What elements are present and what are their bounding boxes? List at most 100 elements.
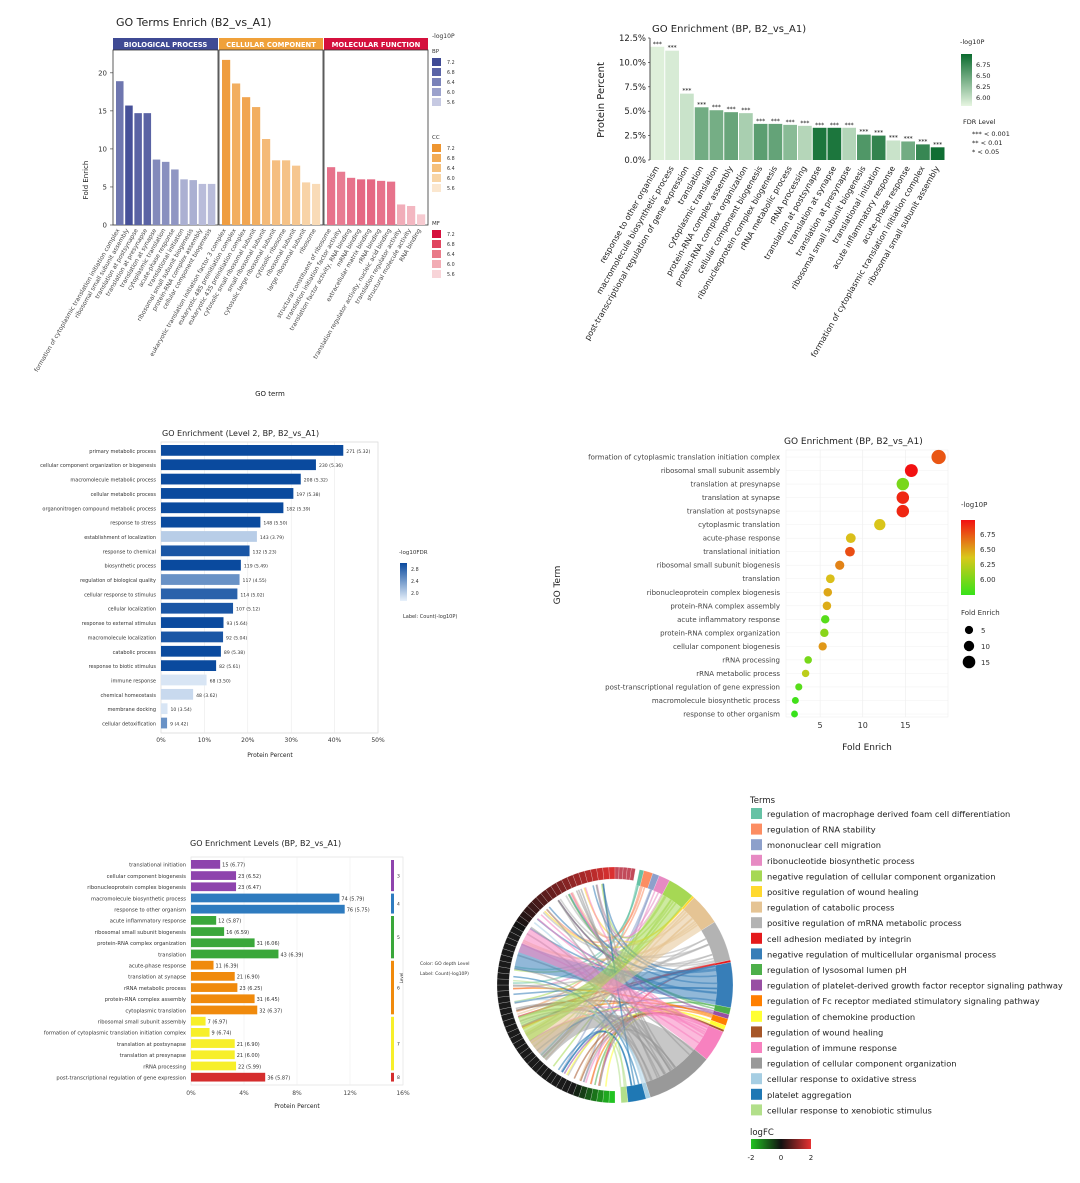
colorbar xyxy=(961,520,975,595)
chart-title: GO Enrichment Levels (BP, B2_vs_A1) xyxy=(190,839,341,848)
bar xyxy=(191,927,225,936)
legend-swatch xyxy=(432,144,441,152)
y-tick-label: post-transcriptional regulation of gene … xyxy=(56,1076,186,1082)
bar xyxy=(191,860,221,869)
bar-label: 82 (5.61) xyxy=(219,664,240,670)
y-tick-label: translation at presynapse xyxy=(120,1053,186,1059)
star-label: *** xyxy=(859,129,868,136)
bar xyxy=(191,972,235,981)
y-tick-label: cytoplasmic translation xyxy=(698,521,780,529)
legend-tick: 6.0 xyxy=(447,176,455,182)
bar-label: 117 (4.55) xyxy=(243,578,267,584)
legend-title: -log10P xyxy=(960,38,985,46)
bar xyxy=(650,46,665,161)
star-label: *** xyxy=(727,106,736,113)
term-label: cell adhesion mediated by integrin xyxy=(767,934,911,944)
x-axis-title: Protein Percent xyxy=(274,1103,320,1110)
y-tick-label: translation at synapse xyxy=(702,494,780,502)
bar-label: 76 (5.75) xyxy=(347,908,370,914)
term-swatch xyxy=(751,1104,762,1116)
colorbar xyxy=(400,563,407,601)
bar-label: 21 (6.90) xyxy=(237,1042,260,1048)
bar xyxy=(327,167,336,225)
bar xyxy=(161,516,261,528)
gene-segment xyxy=(602,867,610,880)
y-tick-label: chemical homeostasis xyxy=(100,693,156,699)
chart-title: GO Enrichment (BP, B2_vs_A1) xyxy=(652,24,806,35)
bar-label: 48 (3.62) xyxy=(196,693,217,699)
y-tick-label: response to stress xyxy=(110,521,156,527)
chord-ribbon xyxy=(513,975,640,1085)
chord-ribbon xyxy=(529,1014,695,1083)
bar-label: 197 (5.38) xyxy=(296,492,320,498)
bar-label: 10 (3.54) xyxy=(171,707,192,713)
term-swatch xyxy=(751,1042,762,1053)
bar xyxy=(842,127,856,160)
bar-label: 143 (3.79) xyxy=(260,535,284,541)
bar xyxy=(161,645,221,657)
bar xyxy=(191,882,237,892)
bubble xyxy=(820,615,830,624)
y-tick-label: 7.5% xyxy=(624,83,646,93)
logfc-tick: 2 xyxy=(809,1154,813,1162)
bar xyxy=(857,134,871,160)
term-swatch xyxy=(751,964,762,975)
level-strip xyxy=(391,893,394,914)
bar-label: 23 (6.52) xyxy=(238,874,261,880)
level-label: 8 xyxy=(397,1075,400,1081)
legend-tick: 6.8 xyxy=(447,156,455,162)
x-tick-label: formation of cytoplasmic translation ini… xyxy=(33,227,122,373)
term-swatch xyxy=(751,1010,762,1022)
facet-label: CELLULAR COMPONENT xyxy=(226,41,316,49)
bar xyxy=(161,602,234,614)
level-title: Level xyxy=(399,973,404,984)
term-swatch xyxy=(751,808,762,819)
bubble xyxy=(874,518,886,531)
bubble xyxy=(822,601,832,611)
chord-ribbon xyxy=(518,894,682,1042)
gene-segment xyxy=(497,990,510,998)
bubble xyxy=(795,683,803,691)
bar xyxy=(191,1072,266,1082)
legend-swatch xyxy=(432,174,441,182)
y-axis-title: Fold Enrich xyxy=(82,161,90,200)
term-label: cellular response to oxidative stress xyxy=(767,1074,916,1084)
legend-tick: 5.6 xyxy=(447,100,455,106)
y-tick-label: ribonucleoprotein complex biogenesis xyxy=(87,885,186,891)
bar xyxy=(694,107,709,160)
bar xyxy=(871,135,886,160)
y-tick-label: macromolecule localization xyxy=(88,635,156,641)
star-label: *** xyxy=(682,88,691,95)
y-tick-label: 20 xyxy=(98,69,107,77)
bar-label: 119 (5.49) xyxy=(244,564,268,570)
y-tick-label: acute inflammatory response xyxy=(110,919,186,925)
bar xyxy=(417,214,426,225)
chord-ribbon xyxy=(557,1030,633,1086)
bubble xyxy=(896,491,910,504)
legend-tick: 6.0 xyxy=(447,262,455,268)
chord-diagram xyxy=(496,866,734,1104)
y-tick-label: cellular response to stimulus xyxy=(84,592,156,598)
legend-swatch xyxy=(432,58,441,66)
star-label: *** xyxy=(653,41,662,48)
bar xyxy=(739,113,753,160)
y-tick-label: post-transcriptional regulation of gene … xyxy=(605,683,780,691)
bar-label: 12 (5.87) xyxy=(218,919,241,925)
bar-label: 32 (6.37) xyxy=(259,1008,282,1014)
bar xyxy=(191,1028,210,1037)
bar xyxy=(232,83,241,225)
bar xyxy=(377,180,386,225)
colorbar-tick: 6.50 xyxy=(980,546,996,554)
star-label: *** xyxy=(712,104,721,111)
y-tick-label: immune response xyxy=(111,678,156,684)
y-tick-label: cellular metabolic process xyxy=(91,492,157,498)
legend-tick: 6.4 xyxy=(447,80,455,86)
term-label: negative regulation of multicellular org… xyxy=(767,949,996,959)
bar xyxy=(191,1050,235,1060)
bar xyxy=(125,105,133,225)
level-strip xyxy=(391,916,394,959)
y-tick-label: protein-RNA complex organization xyxy=(97,941,186,947)
term-swatch xyxy=(751,1073,762,1085)
bar xyxy=(161,617,224,628)
bar xyxy=(143,113,152,225)
